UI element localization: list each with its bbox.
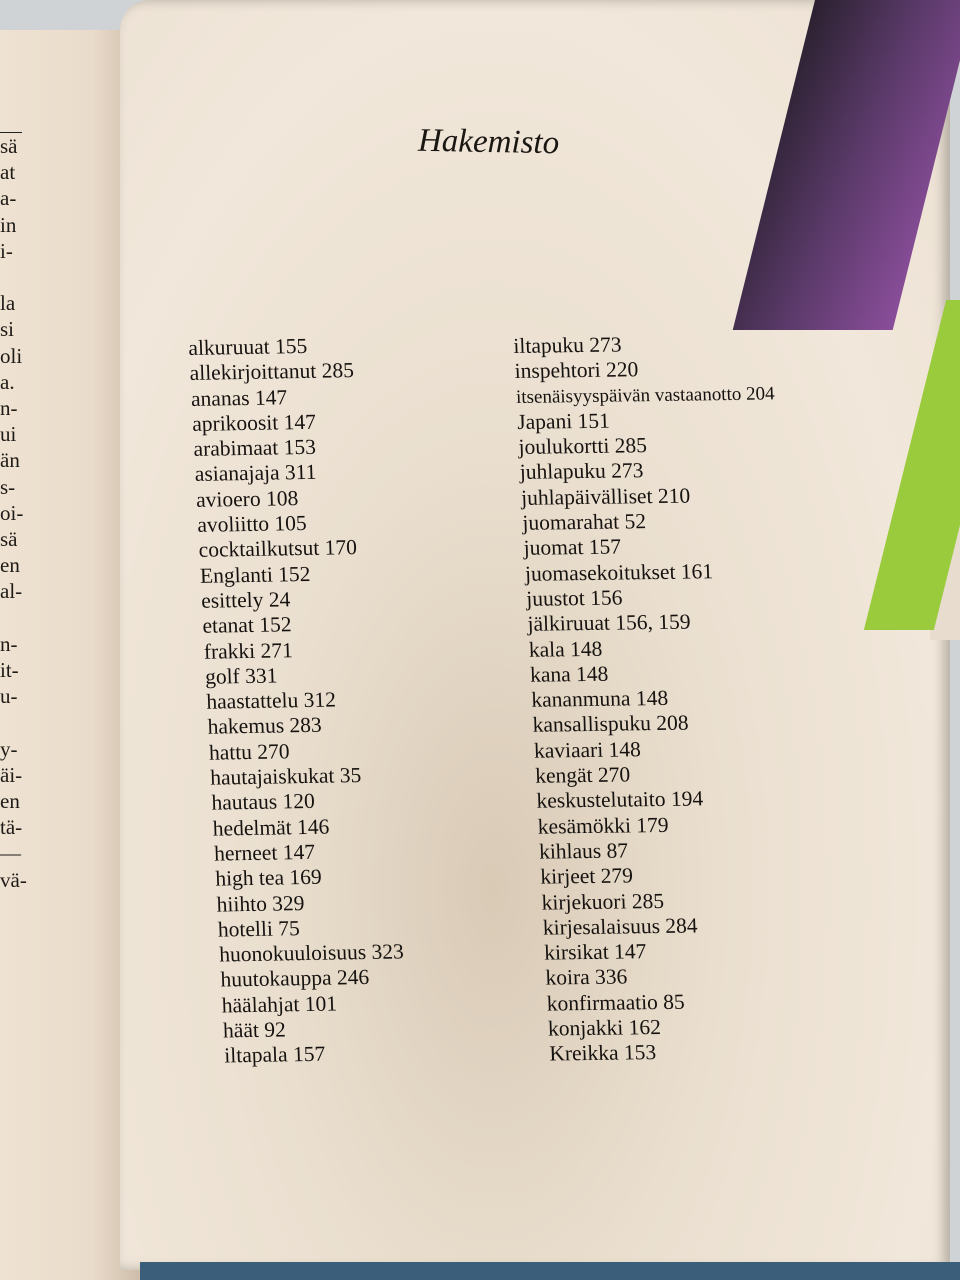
index-entry: kirjeet 279	[539, 863, 634, 889]
text-fragment: al-	[0, 579, 23, 604]
text-fragment: i-	[0, 238, 13, 263]
text-fragment: s-	[0, 474, 16, 499]
page-title: Hakemisto	[417, 122, 560, 162]
index-entry: cocktailkutsut 170	[198, 535, 358, 563]
index-entry: arabimaat 153	[193, 434, 317, 462]
text-fragment: in	[0, 212, 17, 237]
index-entry: alkuruuat 155	[188, 333, 308, 360]
index-entry: keskustelutaito 194	[536, 786, 704, 814]
index-entry: asianajaja 311	[194, 460, 317, 487]
index-entry: häälahjat 101	[221, 991, 338, 1018]
index-entry: juomat 157	[523, 534, 622, 561]
index-entry: iltapala 157	[223, 1042, 326, 1068]
index-entry: juhlapäivälliset 210	[520, 483, 691, 510]
index-entry: iltapuku 273	[513, 332, 622, 358]
index-entry: kirjekuori 285	[541, 888, 665, 915]
index-entry: high tea 169	[214, 864, 323, 891]
text-fragment: sä	[0, 134, 18, 158]
index-entry: avoliitto 105	[196, 511, 308, 537]
text-fragment: vä-	[0, 867, 27, 892]
index-entry: itsenäisyyspäivän vastaanotto 204	[515, 382, 775, 408]
text-fragment: oli	[0, 343, 23, 368]
index-entry: inspehtori 220	[514, 357, 639, 384]
index-entry: kala 148	[528, 636, 603, 662]
index-entry: hotelli 75	[217, 915, 301, 942]
index-entry: hiihto 329	[216, 890, 305, 917]
index-entry: huonokuuloisuus 323	[218, 939, 405, 967]
index-entry: juustot 156	[525, 585, 623, 611]
index-entry: juomarahat 52	[521, 509, 647, 535]
index-entry: kesämökki 179	[537, 812, 669, 839]
index-entry: avioero 108	[195, 485, 299, 512]
book-cover	[140, 1262, 960, 1280]
text-fragment: y-	[0, 736, 18, 761]
index-entry: hautajaiskukat 35	[209, 763, 362, 790]
divider	[0, 132, 22, 133]
index-entry: kananmuna 148	[530, 686, 669, 712]
index-entry: herneet 147	[213, 839, 316, 866]
index-entry: konfirmaatio 85	[546, 989, 686, 1016]
index-entry: juomasekoitukset 161	[524, 558, 714, 586]
index-entry: hakemus 283	[207, 713, 323, 740]
index-entry: jälkiruuat 156, 159	[527, 609, 691, 637]
index-entry: hedelmät 146	[212, 814, 330, 841]
index-entry: hattu 270	[208, 739, 290, 765]
index-entry: kirjesalaisuus 284	[542, 913, 698, 940]
index-entry: haastattelu 312	[205, 687, 337, 714]
index-entry: ananas 147	[190, 384, 288, 411]
text-fragment: äi-	[0, 762, 23, 787]
text-fragment: a-	[0, 186, 17, 211]
text-fragment: tä-	[0, 815, 23, 840]
text-fragment: n-	[0, 396, 18, 420]
text-fragment: it-	[0, 658, 19, 682]
text-fragment: än	[0, 448, 20, 473]
index-entry: esittely 24	[200, 587, 291, 613]
index-entry: golf 331	[204, 663, 278, 689]
index-entry: kana 148	[529, 661, 609, 687]
text-fragment: —	[0, 841, 21, 866]
index-entry: juhlapuku 273	[519, 458, 644, 485]
text-fragment: ui	[0, 422, 17, 447]
index-entry: joulukortti 285	[518, 433, 648, 460]
text-fragment: n-	[0, 631, 18, 656]
index-entry: Japani 151	[516, 408, 611, 434]
left-page: sä at a-in i-la si oli a. n-ui än s-oi-sä en al-n-i…	[0, 30, 140, 1280]
index-column-left: alkuruuat 155 allekirjoittanut 285 ananas …	[188, 333, 408, 1070]
index-entry: frakki 271	[203, 637, 294, 664]
text-fragment: en	[0, 553, 20, 578]
index-entry: kaviaari 148	[533, 737, 642, 763]
text-fragment: en	[0, 789, 20, 813]
index-entry: häät 92	[222, 1017, 287, 1043]
index-entry: kirsikat 147	[543, 939, 647, 965]
text-fragment: oi-	[0, 500, 24, 525]
index-entry: koira 336	[545, 964, 628, 991]
index-entry: aprikoosit 147	[191, 409, 317, 436]
index-entry: etanat 152	[202, 612, 292, 639]
text-fragment: sä	[0, 527, 18, 551]
index-entry: allekirjoittanut 285	[189, 358, 355, 386]
index-entry: huutokauppa 246	[220, 965, 370, 992]
index-entry: kansallispuku 208	[532, 711, 689, 738]
text-fragment: si	[0, 317, 15, 342]
index-entry: Englanti 152	[199, 561, 311, 588]
text-fragment: la	[0, 291, 16, 316]
index-entry: hautaus 120	[211, 789, 316, 815]
text-fragment: at	[0, 160, 16, 185]
index-entry: kihlaus 87	[538, 838, 629, 864]
index-entry: konjakki 162	[547, 1015, 662, 1041]
index-entry: kengät 270	[534, 762, 631, 788]
text-fragment: u-	[0, 684, 18, 709]
text-fragment: a.	[0, 369, 15, 394]
index-column-right: iltapuku 273 inspehtori 220 itsenäisyyspäi…	[513, 330, 798, 1067]
index-entry: Kreikka 153	[548, 1040, 657, 1066]
